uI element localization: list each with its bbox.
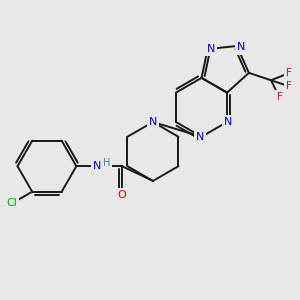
Text: F: F — [286, 81, 292, 91]
Text: N: N — [93, 161, 101, 171]
Text: N: N — [224, 117, 233, 127]
Text: F: F — [277, 92, 283, 102]
Text: F: F — [286, 68, 292, 78]
Text: N: N — [196, 132, 204, 142]
Text: H: H — [98, 160, 105, 170]
Text: N: N — [237, 43, 245, 52]
Text: N: N — [207, 44, 215, 54]
Text: N: N — [149, 117, 157, 127]
Text: H: H — [103, 158, 110, 168]
Text: Cl: Cl — [6, 199, 17, 208]
Text: O: O — [118, 190, 126, 200]
